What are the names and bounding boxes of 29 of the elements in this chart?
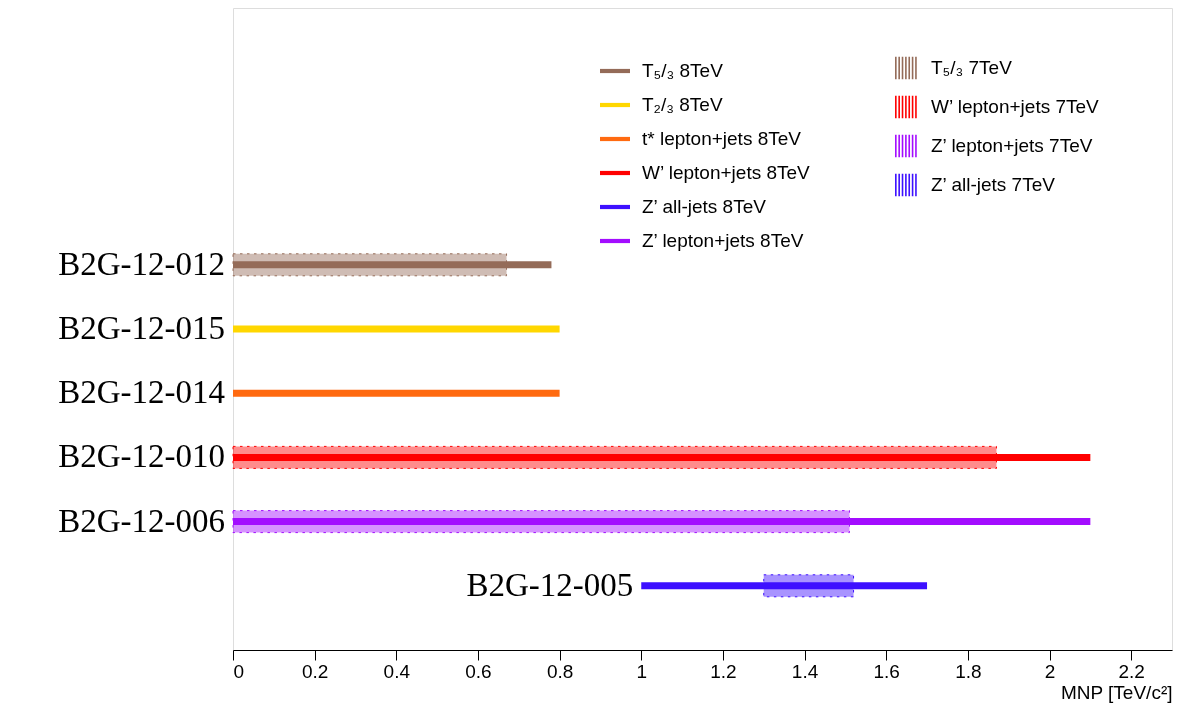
x-tick-label: 2 xyxy=(1044,660,1056,682)
y-tick-label: B2G-12-015 xyxy=(58,310,225,346)
legend-label: t* lepton+jets 8TeV xyxy=(642,128,802,149)
legend-label: W’ lepton+jets 7TeV xyxy=(931,96,1100,117)
x-tick-label: 0 xyxy=(233,660,245,682)
y-tick-label: B2G-12-006 xyxy=(58,502,225,539)
x-tick-label: 0.4 xyxy=(383,660,411,682)
x-tick-label: 0.6 xyxy=(465,660,492,682)
x-tick-label: 1.8 xyxy=(955,660,982,682)
legend-label: Z’ lepton+jets 8TeV xyxy=(642,230,804,251)
y-tick-label: B2G-12-005 xyxy=(466,566,634,603)
x-tick-label: 2.2 xyxy=(1118,660,1145,682)
x-tick-label: 0.8 xyxy=(546,660,574,682)
x-tick-label: 0.2 xyxy=(301,660,329,682)
legend-label: Z’ lepton+jets 7TeV xyxy=(931,135,1093,156)
legend-label: W’ lepton+jets 8TeV xyxy=(642,162,811,183)
x-axis-title: MNP [TeV/c²] xyxy=(1060,681,1173,703)
x-tick-label: 1.2 xyxy=(710,660,737,682)
y-tick-label: B2G-12-010 xyxy=(58,438,225,475)
legend-label: T₅/₃ 7TeV xyxy=(931,57,1013,78)
legend-label: Z’ all-jets 8TeV xyxy=(642,196,767,217)
x-tick-label: 1 xyxy=(636,660,648,682)
legend-label: T₅/₃ 8TeV xyxy=(642,60,724,81)
y-tick-label: B2G-12-014 xyxy=(58,374,225,411)
legend-label: T₂/₃ 8TeV xyxy=(642,94,723,115)
legend-label: Z’ all-jets 7TeV xyxy=(931,174,1056,195)
x-tick-label: 1.6 xyxy=(873,660,900,682)
y-tick-label: B2G-12-012 xyxy=(58,245,225,282)
x-tick-label: 1.4 xyxy=(791,660,819,682)
